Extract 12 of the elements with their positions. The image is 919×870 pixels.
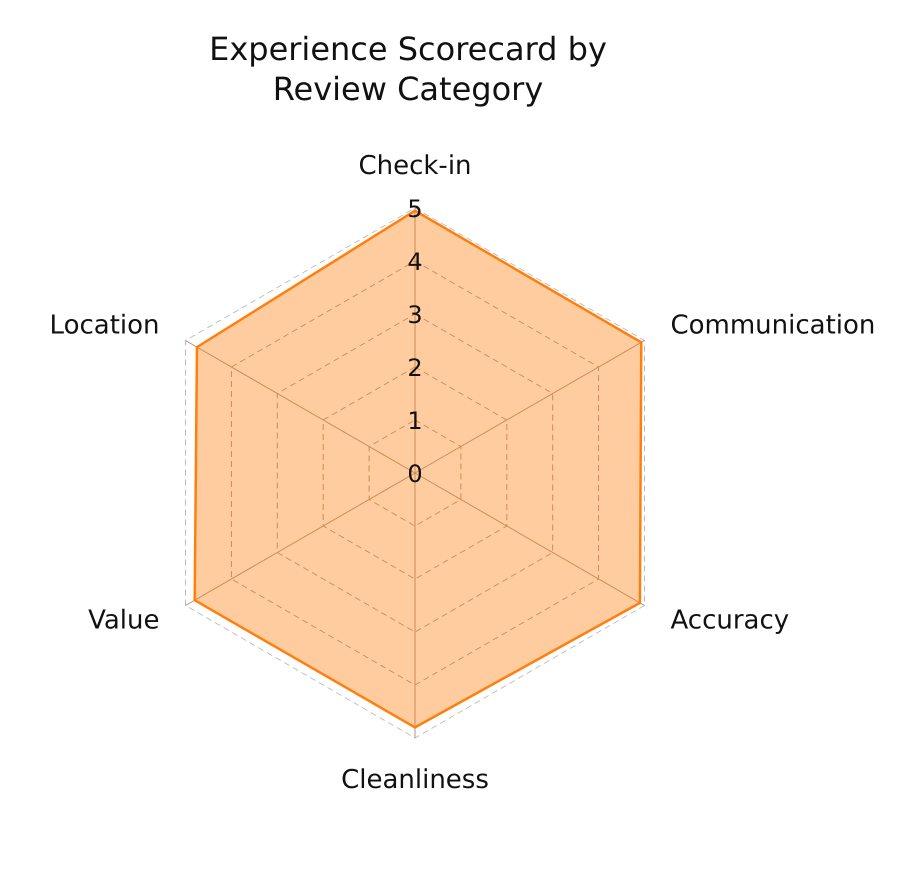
spoke-label: Check-in <box>358 151 472 181</box>
y-tick-label: 1 <box>407 407 423 435</box>
y-tick-label: 3 <box>407 301 423 329</box>
y-tick-label: 4 <box>407 248 423 276</box>
spoke-label: Cleanliness <box>341 765 489 795</box>
spoke-label: Communication <box>670 310 876 340</box>
y-tick-label: 0 <box>407 460 423 488</box>
spoke-label: Value <box>88 606 160 636</box>
chart-title: Experience Scorecard by Review Category <box>209 30 607 108</box>
spoke-label: Accuracy <box>670 606 790 636</box>
y-tick-label: 2 <box>407 354 423 382</box>
spoke-label: Location <box>50 310 160 340</box>
